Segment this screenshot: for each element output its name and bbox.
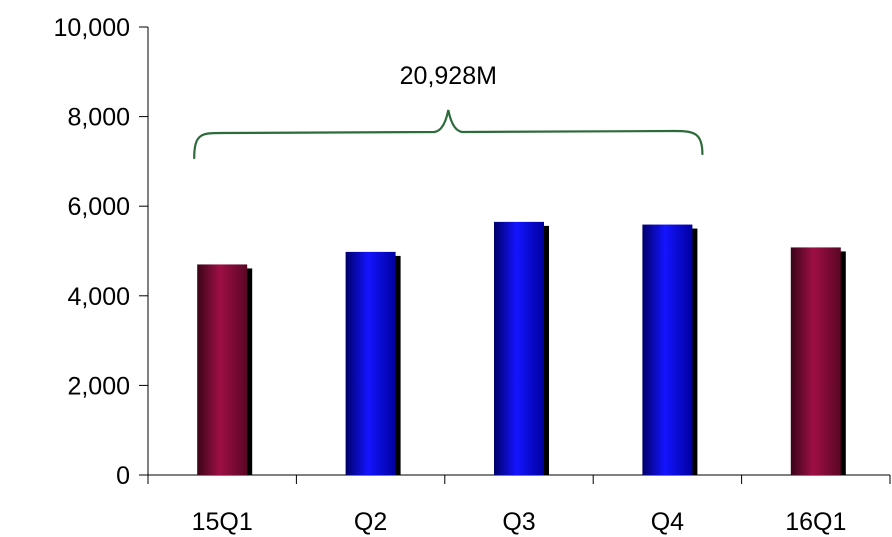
x-tick-label: 15Q1 (192, 508, 253, 536)
y-tick-label: 8,000 (67, 104, 130, 132)
y-tick-label: 2,000 (67, 372, 130, 400)
y-tick-label: 10,000 (54, 14, 130, 42)
x-tick-label: 16Q1 (785, 508, 846, 536)
axes: 0 2,000 4,000 6,000 8,000 10,000 15Q1 Q2 Q3 Q4 16Q… (54, 14, 891, 536)
y-tick-label: 0 (116, 462, 130, 490)
x-tick-label: Q2 (354, 508, 387, 536)
y-tick-label: 6,000 (67, 193, 130, 221)
bar (642, 224, 693, 475)
x-tick-label: Q4 (651, 508, 684, 536)
x-tick-label: Q3 (502, 508, 535, 536)
bar (197, 264, 248, 475)
bar (494, 221, 544, 475)
bars (197, 221, 846, 475)
y-tick-label: 4,000 (67, 283, 130, 311)
brace-line (193, 109, 704, 160)
bar (790, 247, 841, 475)
bar (345, 251, 396, 475)
annotation-label: 20,928M (400, 62, 497, 90)
annotation: 20,928M (193, 62, 704, 160)
